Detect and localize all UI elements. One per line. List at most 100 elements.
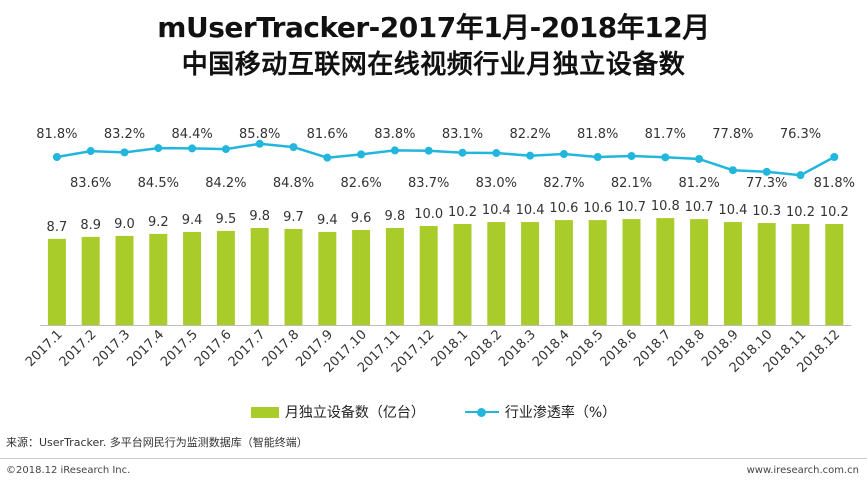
bar-value-label-2017.3: 9.0 bbox=[114, 217, 135, 232]
line-value-label-2018.10: 77.3% bbox=[746, 176, 787, 191]
bar-value-label-2017.6: 9.5 bbox=[216, 212, 237, 227]
bar-2017.11 bbox=[385, 227, 404, 325]
bar-2017.3 bbox=[115, 235, 134, 325]
x-tick-label-2018.4: 2018.4 bbox=[530, 327, 573, 370]
line-point-2018.4 bbox=[559, 150, 568, 159]
footer-divider bbox=[0, 458, 867, 459]
x-tick-label-2018.7: 2018.7 bbox=[631, 327, 674, 370]
line-value-label-2017.8: 84.8% bbox=[273, 176, 314, 191]
line-value-label-2018.2: 83.0% bbox=[476, 176, 517, 191]
line-value-label-2017.1: 81.8% bbox=[36, 127, 77, 142]
line-point-2018.9 bbox=[728, 166, 737, 175]
line-value-label-2017.7: 85.8% bbox=[239, 127, 280, 142]
legend-item-devices: 月独立设备数（亿台） bbox=[250, 402, 425, 422]
x-tick-label-2017.8: 2017.8 bbox=[260, 327, 303, 370]
line-point-2017.2 bbox=[86, 147, 95, 156]
bar-value-label-2017.4: 9.2 bbox=[148, 215, 169, 230]
line-point-2018.7 bbox=[661, 153, 670, 162]
bar-value-label-2017.1: 8.7 bbox=[47, 220, 68, 235]
bar-2017.2 bbox=[81, 236, 100, 325]
bar-2018.10 bbox=[757, 223, 776, 325]
x-tick-label-2018.3: 2018.3 bbox=[496, 327, 539, 370]
bar-value-label-2018.12: 10.2 bbox=[820, 205, 849, 220]
bar-2018.1 bbox=[453, 224, 472, 325]
line-point-2017.4 bbox=[154, 144, 163, 153]
bar-value-label-2018.8: 10.7 bbox=[685, 200, 714, 215]
line-swatch-icon bbox=[464, 406, 499, 418]
line-value-label-2017.11: 83.8% bbox=[374, 127, 415, 142]
line-point-2017.1 bbox=[52, 153, 61, 161]
line-point-2017.11 bbox=[390, 146, 399, 155]
bar-2018.11 bbox=[791, 224, 810, 325]
bar-2017.9 bbox=[318, 231, 337, 325]
legend-label-devices: 月独立设备数（亿台） bbox=[284, 405, 425, 421]
bar-value-label-2018.2: 10.4 bbox=[482, 203, 511, 218]
line-value-label-2017.12: 83.7% bbox=[408, 176, 449, 191]
x-tick-label-2017.6: 2017.6 bbox=[192, 327, 235, 370]
bar-2018.6 bbox=[622, 219, 641, 325]
line-value-label-2018.9: 77.8% bbox=[712, 127, 753, 142]
bar-value-label-2018.4: 10.6 bbox=[549, 201, 578, 216]
bar-value-label-2017.11: 9.8 bbox=[385, 209, 406, 224]
line-point-2018.3 bbox=[526, 151, 535, 160]
line-point-2018.2 bbox=[492, 149, 501, 158]
x-tick-label-2017.5: 2017.5 bbox=[158, 327, 201, 370]
bar-value-label-2017.12: 10.0 bbox=[414, 207, 443, 222]
line-value-label-2017.4: 84.5% bbox=[138, 176, 179, 191]
x-tick-label-2018.2: 2018.2 bbox=[462, 327, 505, 370]
copyright-text: ©2018.12 iResearch Inc. bbox=[6, 465, 131, 476]
line-point-2018.6 bbox=[627, 152, 636, 161]
line-value-label-2017.5: 84.4% bbox=[171, 127, 212, 142]
line-value-label-2017.10: 82.6% bbox=[340, 176, 381, 191]
legend-label-penetration: 行业渗透率（%） bbox=[504, 405, 617, 421]
x-tick-label-2017.3: 2017.3 bbox=[91, 327, 134, 370]
line-value-label-2018.7: 81.7% bbox=[645, 127, 686, 142]
bar-2018.9 bbox=[723, 222, 742, 325]
line-point-2017.9 bbox=[323, 153, 332, 162]
bar-value-label-2018.9: 10.4 bbox=[718, 203, 747, 218]
bar-2017.12 bbox=[419, 226, 438, 325]
chart-title-line1: mUserTracker-2017年1月-2018年12月 bbox=[157, 11, 710, 44]
x-tick-label-2018.5: 2018.5 bbox=[564, 327, 607, 370]
line-point-2018.10 bbox=[762, 167, 771, 176]
line-value-label-2018.11: 76.3% bbox=[780, 127, 821, 142]
bar-2018.8 bbox=[690, 219, 709, 325]
bar-2017.7 bbox=[250, 227, 269, 325]
line-point-2017.10 bbox=[357, 150, 366, 159]
bar-value-label-2017.9: 9.4 bbox=[317, 213, 338, 228]
legend-item-penetration: 行业渗透率（%） bbox=[464, 402, 617, 422]
line-value-label-2017.3: 83.2% bbox=[104, 127, 145, 142]
line-point-2018.12 bbox=[830, 153, 839, 161]
bar-2018.12 bbox=[825, 224, 844, 325]
line-value-label-2018.12: 81.8% bbox=[814, 176, 855, 191]
chart-title-line2: 中国移动互联网在线视频行业月独立设备数 bbox=[181, 50, 686, 80]
line-value-label-2017.6: 84.2% bbox=[205, 176, 246, 191]
line-value-label-2018.1: 83.1% bbox=[442, 127, 483, 142]
bar-2017.4 bbox=[149, 233, 168, 325]
bar-value-label-2018.6: 10.7 bbox=[617, 200, 646, 215]
line-point-2017.5 bbox=[188, 144, 197, 153]
bar-2017.1 bbox=[47, 238, 66, 325]
bar-2017.10 bbox=[352, 229, 371, 325]
website-link[interactable]: www.iresearch.com.cn bbox=[746, 465, 859, 476]
bar-2017.5 bbox=[183, 231, 202, 325]
line-value-label-2018.3: 82.2% bbox=[509, 127, 550, 142]
bar-value-label-2017.2: 8.9 bbox=[80, 218, 101, 233]
line-value-label-2018.4: 82.7% bbox=[543, 176, 584, 191]
bar-value-label-2017.7: 9.8 bbox=[249, 209, 270, 224]
line-value-label-2018.8: 81.2% bbox=[678, 176, 719, 191]
line-point-2017.12 bbox=[424, 146, 433, 155]
bar-2017.8 bbox=[284, 228, 303, 325]
bar-swatch-icon bbox=[250, 406, 279, 418]
bar-value-label-2018.11: 10.2 bbox=[786, 205, 815, 220]
x-tick-label-2018.1: 2018.1 bbox=[429, 327, 472, 370]
bar-value-label-2018.3: 10.4 bbox=[516, 203, 545, 218]
bar-2018.4 bbox=[554, 220, 573, 325]
chart-legend: 月独立设备数（亿台） 行业渗透率（%） bbox=[0, 402, 867, 422]
line-point-2018.5 bbox=[593, 153, 602, 161]
line-point-2018.1 bbox=[458, 148, 467, 157]
x-tick-label-2018.6: 2018.6 bbox=[598, 327, 641, 370]
line-point-2018.11 bbox=[796, 171, 805, 180]
x-tick-label-2017.1: 2017.1 bbox=[23, 327, 66, 370]
